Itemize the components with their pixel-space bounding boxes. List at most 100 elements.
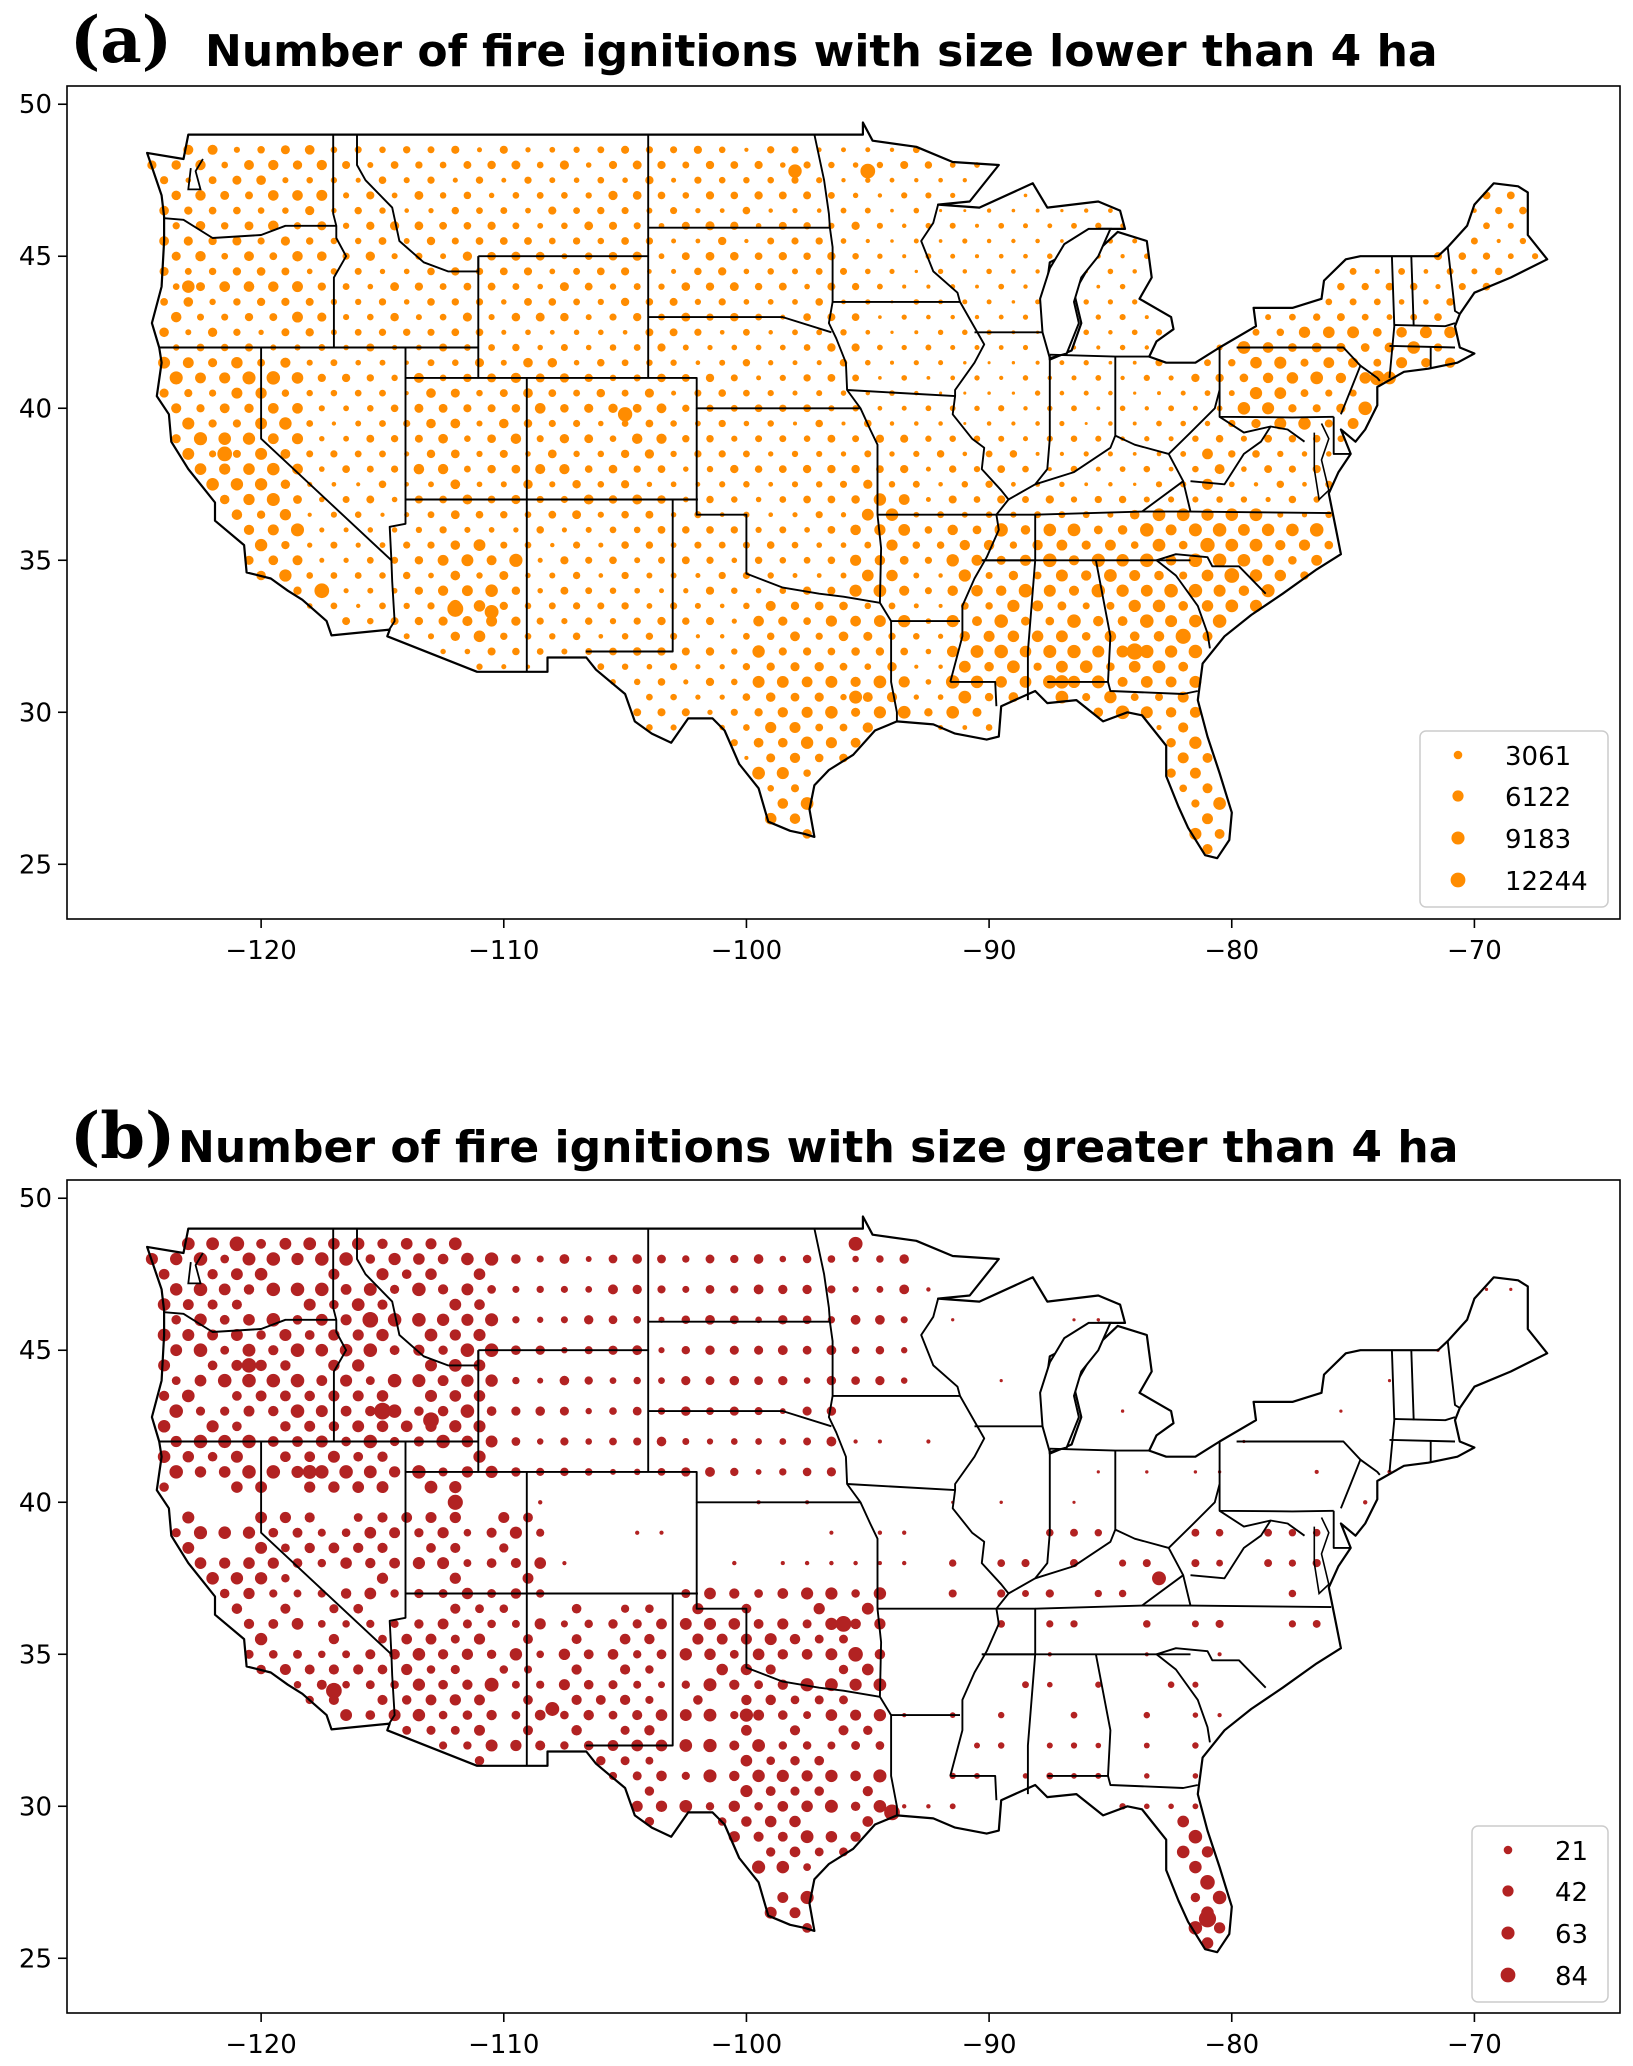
map-point [1082,602,1090,610]
map-point [803,617,811,625]
map-point [802,1741,812,1750]
map-point [280,145,290,155]
map-point [1372,327,1382,337]
map-point [317,1528,326,1537]
map-point [1202,752,1213,763]
map-point [208,419,217,428]
map-point [439,1741,448,1750]
map-point [499,145,508,154]
map-point [573,541,581,549]
map-point [193,432,208,446]
map-point [596,1755,606,1766]
map-point [778,1741,788,1750]
map-point [403,299,410,305]
map-point [901,314,907,320]
map-point [840,542,847,548]
map-point [925,435,932,442]
map-point [1143,1620,1151,1628]
map-point [1216,496,1223,503]
map-point [1215,1619,1224,1628]
map-point [900,434,909,443]
map-point [550,542,555,548]
map-point [1168,496,1175,503]
map-point [865,238,870,244]
map-point [898,676,910,688]
map-point [926,284,931,289]
map-point [728,1618,741,1630]
map-point [413,1344,425,1356]
map-point [366,434,375,443]
state-boundary [950,680,998,707]
map-point [184,267,192,275]
map-point [488,527,495,533]
map-point [523,419,533,428]
hotspot-point [848,1236,863,1251]
map-point [437,1557,450,1570]
legend-label: 9183 [1505,825,1571,855]
map-point [889,177,895,183]
map-point [1188,644,1203,659]
map-point [1214,464,1225,475]
map-point [958,660,971,673]
y-tick-label: 50 [19,90,52,120]
map-point [548,298,557,306]
hotspot-point [217,446,233,462]
map-point [804,527,810,533]
map-point [476,450,483,458]
map-point [899,1284,910,1295]
map-point [1043,645,1057,658]
map-point [1083,299,1089,305]
map-point [994,644,1008,659]
map-point [1339,1409,1343,1413]
map-point [193,1282,208,1297]
map-point [584,1376,593,1385]
map-point [633,1680,642,1689]
map-point [354,511,362,518]
map-point [695,694,701,700]
map-point [585,1256,592,1262]
map-point [1494,267,1503,276]
map-point [219,281,231,292]
map-point [426,1725,436,1735]
map-point [657,191,666,200]
map-point [741,1724,752,1736]
map-point [355,237,362,245]
map-point [1156,420,1162,427]
map-point [824,1799,838,1813]
map-point [523,1695,533,1705]
map-point [473,1633,486,1645]
map-point [925,648,932,655]
legend-label: 6122 [1505,783,1571,813]
map-point [863,1725,873,1736]
map-point [768,360,774,366]
map-point [1347,418,1359,429]
map-point [1312,1619,1321,1628]
map-point [1188,583,1203,598]
map-point [897,705,911,719]
map-point [938,421,943,426]
hotspot-point [362,1311,379,1328]
map-point [366,495,375,504]
map-point [268,555,279,566]
map-point [744,147,749,152]
map-point [731,587,738,594]
map-point [476,207,483,214]
map-point [973,496,981,503]
map-point [767,146,775,154]
map-point [303,1237,317,1251]
map-point [645,632,654,640]
map-point [951,1318,955,1322]
map-point [365,1254,376,1264]
map-point [584,403,594,413]
map-point [607,1648,619,1660]
map-point [902,1560,907,1566]
map-point [343,588,349,594]
map-point [292,281,303,293]
map-point [1202,844,1213,855]
map-point [450,570,461,581]
map-point [840,329,847,336]
map-point [560,1437,569,1446]
map-point [524,541,532,549]
map-point [913,207,920,214]
map-point [876,1285,884,1293]
